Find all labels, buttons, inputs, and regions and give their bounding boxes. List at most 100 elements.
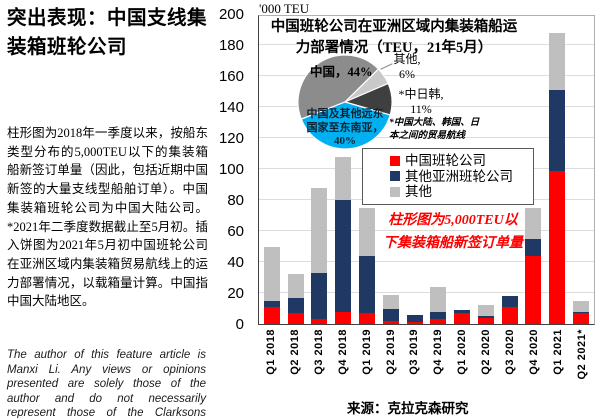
bar-slot bbox=[498, 16, 522, 324]
bar-segment-other-asian bbox=[382, 308, 399, 321]
bar-segment-china bbox=[501, 306, 518, 324]
pie-label-other: 其他, 6% bbox=[393, 52, 421, 81]
bar-segment-other-asian bbox=[477, 316, 494, 318]
bar-segment-china bbox=[335, 311, 352, 324]
bar-segment-china bbox=[525, 255, 542, 324]
bar-segment-other bbox=[525, 207, 542, 239]
legend-item: 其他亚洲班轮公司 bbox=[390, 169, 533, 185]
y-axis-unit-label: '000 TEU bbox=[259, 1, 310, 16]
pie-label-southeast-asia: 中国及其他远东 国家至东南亚， 40% bbox=[306, 108, 384, 147]
bar-segment-other-asian bbox=[549, 89, 566, 171]
bar-segment-china bbox=[406, 322, 423, 324]
disclaimer-text: The author of this feature article is Ma… bbox=[7, 349, 206, 418]
bar-slot bbox=[450, 16, 474, 324]
bar-segment-china bbox=[287, 313, 304, 324]
pie-slice bbox=[297, 54, 380, 120]
stacked-bar bbox=[311, 187, 328, 324]
bar-segment-other-asian bbox=[335, 200, 352, 312]
bar-slot bbox=[379, 16, 403, 324]
y-tick-label: 80 bbox=[227, 192, 244, 209]
bar-segment-other bbox=[287, 274, 304, 298]
x-axis-label: Q1 2019 bbox=[360, 329, 373, 375]
stacked-bar bbox=[454, 310, 471, 324]
x-slot: Q3 2018 bbox=[307, 329, 331, 395]
stacked-bar bbox=[525, 207, 542, 324]
bar-segment-other bbox=[382, 294, 399, 309]
bar-series bbox=[259, 16, 594, 324]
legend: 中国班轮公司 其他亚洲班轮公司 其他 bbox=[362, 148, 534, 205]
bar-segment-other-asian bbox=[525, 238, 542, 256]
bar-chart-annotation: 柱形图为5,000TEU以 下集装箱船新签订单量 bbox=[383, 213, 523, 251]
bar-segment-other bbox=[549, 32, 566, 90]
legend-swatch bbox=[390, 186, 400, 197]
y-axis: 0 20 40 60 80 100 120 140 160 180 200 bbox=[196, 0, 248, 340]
bar-segment-china bbox=[477, 317, 494, 324]
stacked-bar bbox=[501, 296, 518, 324]
stacked-bar bbox=[430, 286, 447, 324]
bar-slot bbox=[569, 16, 593, 324]
gridline bbox=[259, 230, 594, 231]
stacked-bar bbox=[287, 274, 304, 324]
x-axis-label: Q2 2021* bbox=[575, 329, 588, 380]
stacked-bar bbox=[335, 156, 352, 324]
legend-label: 其他 bbox=[405, 184, 432, 199]
stacked-bar bbox=[263, 246, 280, 324]
bar-segment-other bbox=[263, 246, 280, 301]
pie-label-china: 中国，44% bbox=[310, 65, 373, 79]
bar-slot bbox=[403, 16, 427, 324]
x-slot: Q2 2021* bbox=[570, 329, 594, 395]
bar-slot bbox=[545, 16, 569, 324]
x-slot: Q4 2019 bbox=[426, 329, 450, 395]
bar-segment-other-asian bbox=[573, 311, 590, 314]
x-slot: Q1 2018 bbox=[259, 329, 283, 395]
bar-slot bbox=[522, 16, 546, 324]
bar-segment-other bbox=[311, 187, 328, 273]
bar-slot bbox=[308, 16, 332, 324]
bar-segment-china bbox=[263, 306, 280, 324]
bar-segment-other bbox=[335, 156, 352, 201]
bar-segment-other-asian bbox=[311, 272, 328, 320]
bar-segment-china bbox=[549, 170, 566, 324]
x-axis-label: Q1 2018 bbox=[264, 329, 277, 375]
x-slot: Q4 2018 bbox=[331, 329, 355, 395]
bar-segment-other bbox=[359, 207, 376, 256]
body-text: 柱形图为2018年一季度以来，按船东类型分布的5,000TEU以下的集装箱船新签… bbox=[7, 126, 208, 309]
gridline bbox=[259, 44, 594, 45]
legend-label: 中国班轮公司 bbox=[405, 153, 486, 168]
pie-label-china-japan-korea: *中日韩, 11% bbox=[398, 87, 444, 116]
bar-segment-china bbox=[454, 313, 471, 324]
bar-segment-other bbox=[477, 305, 494, 317]
x-slot: Q2 2018 bbox=[283, 329, 307, 395]
bar-slot bbox=[260, 16, 284, 324]
stacked-bar bbox=[477, 305, 494, 324]
x-slot: Q2 2019 bbox=[379, 329, 403, 395]
y-tick-label: 40 bbox=[227, 254, 244, 271]
y-tick-label: 140 bbox=[218, 99, 244, 116]
y-tick-label: 20 bbox=[227, 285, 244, 302]
bar-segment-other-asian bbox=[359, 255, 376, 314]
legend-swatch bbox=[390, 171, 400, 182]
stacked-bar bbox=[406, 314, 423, 324]
bar-slot bbox=[355, 16, 379, 324]
legend-label: 其他亚洲班轮公司 bbox=[405, 168, 513, 184]
x-axis-label: Q2 2019 bbox=[384, 329, 397, 375]
left-panel: 突出表现：中国支线集装箱班轮公司 柱形图为2018年一季度以来，按船东类型分布的… bbox=[0, 0, 214, 418]
pie-slice bbox=[300, 101, 391, 150]
x-axis-label: Q3 2018 bbox=[312, 329, 325, 375]
y-tick-label: 60 bbox=[227, 223, 244, 240]
stacked-bar bbox=[382, 294, 399, 324]
bar-segment-china bbox=[430, 319, 447, 324]
x-axis-label: Q4 2019 bbox=[432, 329, 445, 375]
x-slot: Q3 2020 bbox=[498, 329, 522, 395]
x-axis-label: Q3 2019 bbox=[408, 329, 421, 375]
x-slot: Q2 2020 bbox=[474, 329, 498, 395]
pie-footnote: *中国大陆、韩国、日 本之间的贸易航线 bbox=[389, 118, 480, 141]
bar-segment-other-asian bbox=[263, 300, 280, 307]
bar-segment-other bbox=[573, 300, 590, 312]
x-axis-label: Q1 2020 bbox=[456, 329, 469, 375]
bar-segment-other-asian bbox=[454, 310, 471, 314]
bar-segment-other-asian bbox=[287, 297, 304, 314]
x-axis-label: Q2 2018 bbox=[288, 329, 301, 375]
bar-segment-china bbox=[311, 319, 328, 324]
